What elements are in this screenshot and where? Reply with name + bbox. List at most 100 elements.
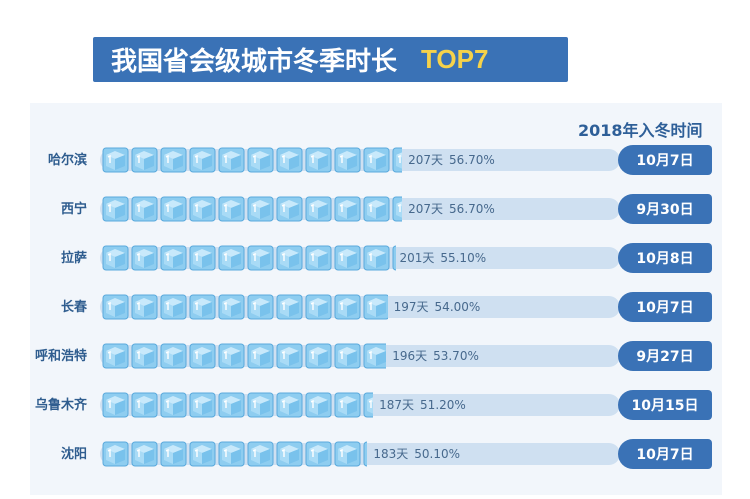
bar-value-label: 201天 55.10%: [399, 249, 486, 266]
chart-row: 西宁 207天 56.70% 9月30日: [0, 194, 750, 224]
chart-row: 长春 197天 54.00% 10月7日: [0, 292, 750, 322]
ice-cube-icon: [218, 294, 245, 320]
ice-cube-icon: [189, 343, 216, 369]
city-label: 拉萨: [60, 251, 87, 266]
ice-cube-icon: [131, 392, 158, 418]
ice-cube-icon: [305, 294, 332, 320]
ice-cube-icon: [189, 245, 216, 271]
winter-start-date: 10月7日: [618, 439, 712, 469]
ice-cube-icon: [218, 196, 245, 222]
percent-label: 55.10%: [440, 251, 487, 265]
ice-cube-icon: [305, 343, 332, 369]
ice-cube-icon: [247, 343, 274, 369]
ice-cube-icon: [276, 343, 303, 369]
ice-cube-icon: [218, 441, 245, 467]
ice-cube-icon: [218, 392, 245, 418]
ice-cube-icon: [160, 147, 187, 173]
ice-cube-icon: [305, 392, 332, 418]
ice-cube-partial-icon: [392, 147, 403, 173]
ice-cube-partial-icon: [392, 196, 403, 222]
ice-cube-icon: [334, 245, 361, 271]
winter-start-date: 9月27日: [618, 341, 712, 371]
ice-cube-partial-icon: [363, 441, 368, 467]
ice-cube-icon: [247, 392, 274, 418]
ice-cube-icon: [334, 343, 361, 369]
ice-cube-icon: [334, 392, 361, 418]
ice-cube-icon: [305, 147, 332, 173]
ice-cube-icon: [160, 294, 187, 320]
ice-cube-icon: [305, 245, 332, 271]
bar-value-label: 183天 50.10%: [373, 445, 460, 462]
ice-cube-icon: [247, 196, 274, 222]
ice-cube-icon: [131, 294, 158, 320]
winter-start-date: 9月30日: [618, 194, 712, 224]
bar-value-label: 207天 56.70%: [408, 151, 495, 168]
days-label: 201天: [399, 251, 435, 265]
ice-cube-icon: [160, 343, 187, 369]
ice-cube-icon: [363, 196, 390, 222]
ice-cube-icon: [102, 196, 129, 222]
ice-cube-partial-icon: [363, 294, 388, 320]
ice-cube-icon: [247, 147, 274, 173]
percent-label: 53.70%: [433, 349, 479, 363]
bar-value-label: 207天 56.70%: [408, 200, 495, 217]
ice-cube-icon: [131, 441, 158, 467]
ice-cube-icon: [102, 441, 129, 467]
ice-cube-icon: [218, 343, 245, 369]
ice-cube-icon: [247, 441, 274, 467]
chart-row: 沈阳 183天 50.10% 10月7日: [0, 439, 750, 469]
ice-cube-icon: [131, 196, 158, 222]
date-column-header: 2018年入冬时间: [578, 121, 703, 140]
ice-cube-icon: [102, 343, 129, 369]
chart-row: 乌鲁木齐 187天 51.20% 10月15日: [0, 390, 750, 420]
percent-label: 50.10%: [414, 447, 461, 461]
days-label: 187天: [379, 398, 415, 412]
city-label: 西宁: [60, 202, 87, 217]
ice-cube-icon: [363, 147, 390, 173]
winter-start-date: 10月7日: [618, 292, 712, 322]
ice-cube-icon: [305, 196, 332, 222]
days-label: 207天: [408, 153, 444, 167]
ice-cube-icon: [276, 245, 303, 271]
ice-cube-icon: [160, 392, 187, 418]
bar-value-label: 196天 53.70%: [392, 347, 479, 364]
ice-cube-icon: [102, 294, 129, 320]
ice-cube-icon: [218, 147, 245, 173]
winter-start-date: 10月8日: [618, 243, 712, 273]
ice-cube-icon: [334, 294, 361, 320]
winter-start-date: 10月15日: [618, 390, 712, 420]
ice-cube-partial-icon: [363, 343, 387, 369]
ice-cube-icon: [189, 294, 216, 320]
ice-cube-partial-icon: [392, 245, 396, 271]
ice-cube-icon: [131, 245, 158, 271]
ice-cube-icon: [247, 294, 274, 320]
chart-row: 哈尔滨 207天 56.70% 10月7日: [0, 145, 750, 175]
ice-cube-icon: [276, 392, 303, 418]
bar-value-label: 187天 51.20%: [379, 396, 466, 413]
ice-cube-icon: [189, 392, 216, 418]
days-label: 207天: [408, 202, 444, 216]
ice-cube-icon: [276, 147, 303, 173]
ice-cube-icon: [305, 441, 332, 467]
percent-label: 56.70%: [449, 202, 495, 216]
city-label: 乌鲁木齐: [34, 398, 87, 413]
percent-label: 51.20%: [420, 398, 466, 412]
ice-cube-icon: [102, 392, 129, 418]
ice-cube-icon: [334, 147, 361, 173]
city-label: 哈尔滨: [47, 153, 87, 168]
ice-cube-icon: [276, 441, 303, 467]
ice-cube-icon: [102, 245, 129, 271]
ice-cube-icon: [189, 196, 216, 222]
chart-row: 呼和浩特 196天 53.70% 9月27日: [0, 341, 750, 371]
ice-cube-icon: [334, 441, 361, 467]
days-label: 197天: [393, 300, 429, 314]
ice-cube-icon: [276, 294, 303, 320]
ice-cube-icon: [218, 245, 245, 271]
ice-cube-icon: [102, 147, 129, 173]
ice-cube-icon: [276, 196, 303, 222]
percent-label: 54.00%: [434, 300, 481, 314]
ice-cube-icon: [131, 343, 158, 369]
ice-cube-icon: [160, 196, 187, 222]
ice-cube-icon: [189, 441, 216, 467]
city-label: 呼和浩特: [34, 349, 87, 364]
